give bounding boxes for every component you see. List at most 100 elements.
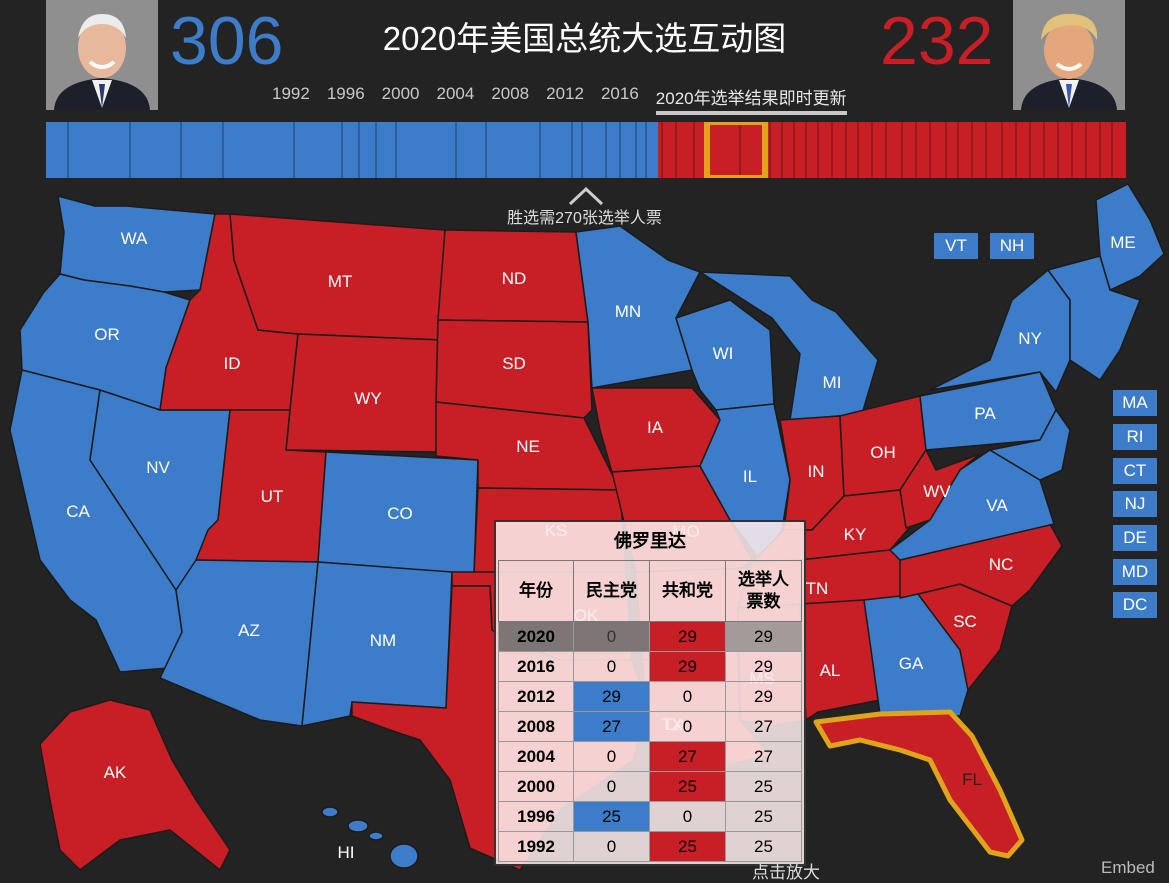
history-row: 2020 0 29 29 [497,621,803,652]
header-ev-line1: 选举人 [737,570,789,589]
state-HI[interactable] [321,806,419,869]
cell-democrat: 0 [573,831,651,862]
state-NC[interactable] [899,523,1063,607]
state-button-MD[interactable]: MD [1113,559,1157,585]
label-WA: WA [121,229,148,248]
threshold-marker-icon [568,186,604,206]
state-NY[interactable] [929,269,1071,393]
year-tab-2004[interactable]: 2004 [436,84,475,103]
year-selector: 1992 1996 2000 2004 2008 2012 2016 2020年… [272,84,864,115]
history-table: 年份 民主党 共和党 选举人 票数 2020 0 29 29 2016 0 29 29 2012… [497,560,803,862]
state-button-VT[interactable]: VT [934,233,978,259]
cell-year: 2016 [497,651,575,682]
label-CA: CA [66,502,90,521]
trump-portrait [1013,0,1125,110]
state-WY[interactable] [285,333,443,453]
state-MD-DE-NJ[interactable] [989,409,1071,481]
state-button-NJ[interactable]: NJ [1113,491,1157,517]
state-MI[interactable] [699,271,879,421]
page-title: 2020年美国总统大选互动图 [382,20,787,57]
democrat-bar-segment [46,122,658,178]
cell-electoral-votes: 25 [724,771,803,802]
label-CO: CO [387,504,413,523]
label-NY: NY [1018,329,1042,348]
year-tab-2000[interactable]: 2000 [381,84,420,103]
label-TN: TN [806,579,829,598]
tooltip-state-name: 佛罗里达 [614,531,686,551]
label-SC: SC [953,612,977,631]
cell-democrat: 0 [573,651,651,682]
florida-bar-highlight [704,122,768,178]
state-history-tooltip: 佛罗里达 年份 民主党 共和党 选举人 票数 2020 0 29 29 2016 0 29 2… [494,520,806,866]
label-AK: AK [104,763,127,782]
cell-electoral-votes: 27 [724,741,803,772]
label-WI: WI [713,344,734,363]
state-button-RI[interactable]: RI [1113,424,1157,450]
label-WV: WV [923,482,951,501]
embed-link[interactable]: Embed [1101,858,1155,877]
header-republican: 共和党 [649,560,726,622]
cell-electoral-votes: 29 [724,621,803,652]
label-AL: AL [820,661,841,680]
cell-republican: 25 [649,771,726,802]
year-tab-2020[interactable]: 2020年选举结果即时更新 [655,84,847,115]
header-democrat: 民主党 [573,560,651,622]
cell-republican: 0 [649,681,726,712]
state-AZ[interactable] [159,559,319,727]
label-IL: IL [743,467,757,486]
year-tab-1996[interactable]: 1996 [326,84,365,103]
cell-electoral-votes: 27 [724,711,803,742]
label-KY: KY [844,525,867,544]
cell-electoral-votes: 25 [724,831,803,862]
state-button-DC[interactable]: DC [1113,592,1157,618]
state-button-CT[interactable]: CT [1113,458,1157,484]
cell-electoral-votes: 29 [724,681,803,712]
label-WY: WY [354,389,381,408]
label-MT: MT [328,272,353,291]
year-tab-2016[interactable]: 2016 [600,84,639,103]
zoom-hint: 点击放大 [752,863,820,882]
history-row: 2000 0 25 25 [497,771,803,802]
cell-republican: 25 [649,831,726,862]
cell-republican: 29 [649,621,726,652]
electoral-vote-bar [46,122,1126,178]
history-row: 1996 25 0 25 [497,801,803,832]
label-ND: ND [502,269,527,288]
label-IA: IA [647,418,664,437]
label-NM: NM [370,631,396,650]
header-ev-line2: 票数 [746,592,781,611]
state-button-DE[interactable]: DE [1113,525,1157,551]
state-button-MA[interactable]: MA [1113,390,1157,416]
cell-republican: 0 [649,711,726,742]
state-SD[interactable] [435,319,593,419]
label-VA: VA [986,496,1008,515]
label-UT: UT [261,487,284,506]
cell-year: 2000 [497,771,575,802]
history-header-row: 年份 民主党 共和党 选举人 票数 [497,560,803,622]
state-new-england[interactable] [1047,255,1141,381]
label-ID: ID [224,354,241,373]
label-IN: IN [808,462,825,481]
year-tab-1992[interactable]: 1992 [272,84,310,103]
cell-democrat: 0 [573,771,651,802]
state-AK[interactable] [39,699,231,871]
cell-democrat: 25 [573,801,651,832]
state-button-NH[interactable]: NH [990,233,1034,259]
year-tab-2008[interactable]: 2008 [491,84,530,103]
cell-democrat: 0 [573,621,651,652]
history-row: 2012 29 0 29 [497,681,803,712]
label-ME: ME [1110,233,1136,252]
label-NE: NE [516,437,540,456]
cell-year: 2020 [497,621,575,652]
history-row: 2008 27 0 27 [497,711,803,742]
label-MN: MN [615,302,641,321]
year-tab-2012[interactable]: 2012 [546,84,584,103]
history-row: 2004 0 27 27 [497,741,803,772]
cell-republican: 0 [649,801,726,832]
state-FL[interactable] [813,709,1025,859]
state-WV[interactable] [899,449,981,529]
label-HI: HI [338,843,355,862]
cell-republican: 27 [649,741,726,772]
cell-democrat: 27 [573,711,651,742]
cell-democrat: 29 [573,681,651,712]
